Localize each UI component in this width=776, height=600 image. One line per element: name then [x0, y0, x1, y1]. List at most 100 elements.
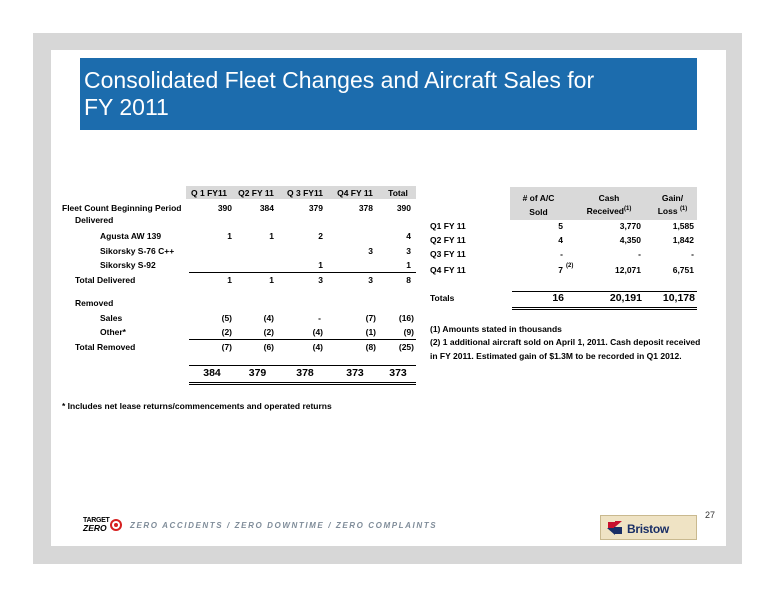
cell: 3,770 [619, 221, 641, 231]
cell: (5) [221, 313, 232, 323]
row-label-agusta: Agusta AW 139 [100, 231, 162, 241]
ending-cell: 373 [346, 367, 364, 379]
cell: (9) [403, 327, 414, 337]
sales-row-label: Q2 FY 11 [430, 235, 466, 245]
ending-cell: 378 [296, 367, 314, 379]
col-header-gain-2: Loss (1) [648, 206, 697, 217]
cell: 1 [406, 260, 411, 270]
cell: 1 [269, 275, 274, 285]
cell: (7) [365, 313, 376, 323]
sales-note-2: (2) 1 additional aircraft sold on April … [430, 337, 701, 347]
row-label-s76: Sikorsky S-76 C++ [100, 246, 175, 256]
page-title: Consolidated Fleet Changes and Aircraft … [80, 58, 697, 130]
gain-footnote-ref: (1) [679, 206, 688, 213]
col-header-cash: Cash [598, 193, 620, 203]
footer-motto: ZERO ACCIDENTS / ZERO DOWNTIME / ZERO CO… [130, 521, 438, 530]
cell: (4) [263, 313, 274, 323]
cell: (2) [263, 327, 274, 337]
page-number: 27 [705, 510, 716, 520]
cell: 3 [406, 246, 411, 256]
row-label-other: Other* [100, 327, 126, 337]
total-cell: 16 [552, 292, 564, 304]
col-header-q2: Q2 FY 11 [238, 188, 274, 198]
title-line-2: FY 2011 [84, 94, 169, 120]
cell: 1,585 [672, 221, 694, 231]
cell: 4 [558, 235, 563, 245]
cell: 390 [217, 203, 232, 213]
bristow-wordmark: Bristow [627, 522, 669, 536]
cell: 8 [406, 275, 411, 285]
subtotal-rule [189, 339, 416, 340]
cell: 1 [227, 231, 232, 241]
cell: 4 [406, 231, 411, 241]
ending-cell: 379 [248, 367, 267, 379]
cell: 7 [558, 265, 563, 275]
sales-note-2b: in FY 2011. Estimated gain of $1.3M to b… [430, 351, 682, 361]
col-header-gain: Gain/ [661, 193, 684, 203]
cell: - [691, 249, 694, 259]
bristow-flag-icon [607, 521, 622, 535]
double-rule [512, 307, 697, 308]
cell: (6) [263, 342, 274, 352]
row-label-sales: Sales [100, 313, 123, 323]
cell: 1 [269, 231, 274, 241]
subtotal-rule [189, 272, 416, 273]
col-header-q4: Q4 FY 11 [337, 188, 373, 198]
cell: 3 [368, 275, 373, 285]
cell: (8) [365, 342, 376, 352]
logo-text-2: ZERO [83, 523, 107, 533]
row-label-removed: Removed [75, 298, 114, 308]
cell: 390 [396, 203, 411, 213]
col-header-q1: Q 1 FY11 [191, 188, 227, 198]
ending-cell: 373 [389, 367, 407, 379]
col-header-count-2: Sold [529, 207, 548, 217]
cell: (2) [221, 327, 232, 337]
cell: 378 [358, 203, 373, 213]
cell: (7) [221, 342, 232, 352]
cell: 5 [558, 221, 563, 231]
row-label-total-delivered: Total Delivered [75, 275, 136, 285]
row-label-total-removed: Total Removed [75, 342, 136, 352]
col-header-total: Total [388, 188, 408, 198]
title-banner: Consolidated Fleet Changes and Aircraft … [80, 58, 697, 130]
sales-note-1: (1) Amounts stated in thousands [430, 324, 562, 334]
ending-cell: 384 [203, 367, 221, 379]
target-zero-logo: TARGET ZERO [83, 517, 123, 537]
double-rule [189, 382, 416, 383]
fleet-footnote: * Includes net lease returns/commencemen… [62, 401, 332, 411]
cell: (1) [365, 327, 376, 337]
sales-row-label: Q3 FY 11 [430, 249, 466, 259]
cell: 379 [308, 203, 323, 213]
sales-row-label: Q4 FY 11 [430, 265, 466, 275]
cell: 1 [227, 275, 232, 285]
cash-label: Received [586, 206, 624, 216]
cell: 2 [318, 231, 323, 241]
totals-rule-top [512, 291, 697, 292]
cell: 1,842 [672, 235, 694, 245]
target-icon [110, 519, 122, 531]
col-header-cash-2: Received(1) [574, 206, 644, 217]
sales-header-shade [510, 187, 697, 220]
row-label-delivered: Delivered [75, 215, 114, 225]
col-header-q3: Q 3 FY11 [287, 188, 323, 198]
count-footnote-ref: (2) [566, 263, 574, 269]
double-rule [512, 309, 697, 310]
fleet-header-shade [186, 186, 416, 199]
gain-label: Loss [657, 206, 678, 216]
total-cell: 20,191 [609, 292, 642, 304]
cell: 12,071 [615, 265, 641, 275]
cell: - [638, 249, 641, 259]
cell: 6,751 [672, 265, 694, 275]
cell: 3 [318, 275, 323, 285]
cell: 4,350 [619, 235, 641, 245]
cell: 3 [368, 246, 373, 256]
cell: (4) [312, 342, 323, 352]
cell: (16) [398, 313, 414, 323]
cell: - [318, 313, 321, 323]
cell: 384 [259, 203, 274, 213]
cell: - [560, 249, 563, 259]
double-rule [189, 384, 416, 385]
sales-totals-label: Totals [430, 293, 455, 303]
title-line-1: Consolidated Fleet Changes and Aircraft … [84, 67, 595, 93]
logo-text-1: TARGET [83, 517, 110, 524]
